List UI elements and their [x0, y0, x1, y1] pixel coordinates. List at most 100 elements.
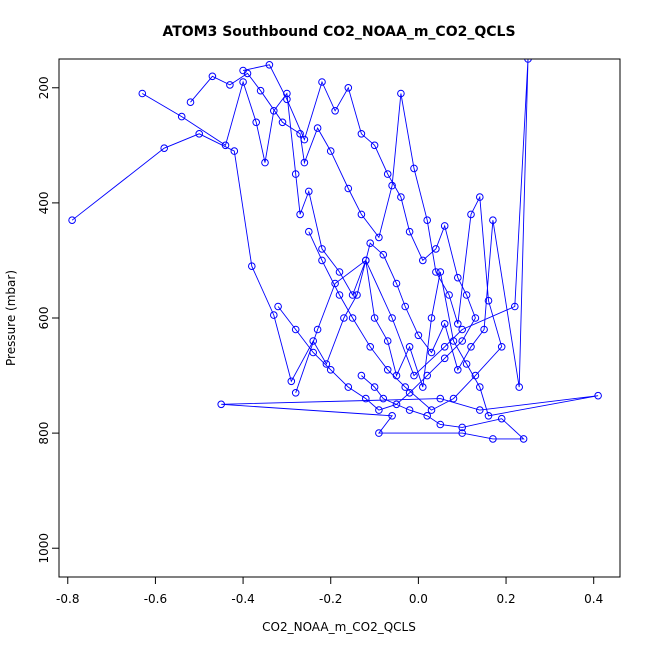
data-point — [370, 383, 379, 391]
data-point — [252, 118, 261, 127]
data-point — [348, 314, 357, 322]
data-point — [489, 216, 497, 224]
data-point — [226, 81, 234, 89]
data-point — [309, 337, 318, 345]
data-point — [318, 78, 326, 86]
series-line — [190, 72, 503, 411]
data-point — [480, 325, 488, 334]
data-point — [300, 135, 309, 144]
data-point — [344, 184, 353, 193]
data-point — [388, 314, 396, 322]
data-point — [344, 383, 353, 391]
data-point — [454, 366, 462, 374]
data-point — [357, 130, 366, 138]
data-point — [497, 414, 506, 423]
x-tick-label: -0.8 — [56, 592, 79, 606]
data-point — [362, 394, 370, 403]
data-point — [410, 164, 418, 173]
data-point — [440, 343, 449, 351]
data-point — [335, 291, 344, 299]
data-point — [458, 429, 467, 437]
data-point — [256, 86, 265, 95]
data-point — [462, 360, 471, 368]
data-point — [265, 61, 274, 69]
x-tick-label: -0.2 — [319, 592, 342, 606]
data-point — [410, 371, 418, 380]
data-point — [388, 412, 396, 420]
data-point — [195, 130, 203, 138]
y-tick-label: 800 — [37, 422, 51, 445]
data-point — [318, 245, 326, 253]
data-point — [383, 337, 392, 345]
data-point — [454, 320, 462, 328]
data-point — [594, 391, 602, 400]
data-point — [68, 216, 76, 224]
data-point — [471, 371, 480, 380]
data-point — [278, 118, 287, 127]
axes: -0.8 -0.6 -0.4 -0.2 0.0 0.2 0.4 200 400 600 800 100… — [37, 76, 603, 606]
data-point — [449, 394, 458, 403]
data-point — [405, 343, 414, 351]
data-point — [383, 170, 392, 178]
data-point — [362, 256, 370, 265]
data-point — [511, 302, 519, 311]
data-point — [248, 262, 256, 271]
x-tick-label: 0.2 — [497, 592, 516, 606]
data-point — [405, 227, 414, 236]
data-point — [318, 256, 326, 265]
data-point — [383, 366, 392, 374]
data-point — [440, 354, 449, 363]
data-point — [296, 210, 304, 219]
data-point — [344, 84, 353, 92]
data-point — [458, 423, 467, 432]
data-point — [462, 291, 471, 299]
data-point — [392, 400, 401, 409]
data-point — [467, 210, 475, 219]
data-point — [405, 406, 414, 414]
data-point — [423, 412, 432, 420]
data-point — [436, 420, 445, 429]
data-point — [366, 343, 375, 351]
data-point — [454, 273, 462, 282]
chart-title: ATOM3 Southbound CO2_NOAA_m_CO2_QCLS — [162, 24, 515, 40]
data-point — [458, 337, 467, 345]
data-point — [261, 158, 269, 167]
data-point — [138, 89, 147, 98]
data-point — [432, 245, 440, 253]
data-point — [458, 325, 467, 334]
data-point — [160, 144, 168, 152]
data-point — [427, 348, 436, 357]
data-point — [335, 268, 344, 276]
data-point — [177, 112, 186, 121]
data-point — [427, 314, 436, 322]
data-point — [353, 291, 361, 299]
x-tick-label: -0.4 — [231, 592, 254, 606]
data-point — [291, 170, 300, 178]
data-point — [423, 371, 432, 380]
data-point — [397, 193, 405, 201]
data-point — [270, 107, 278, 115]
data-point — [309, 348, 318, 357]
data-point — [375, 429, 383, 437]
data-point — [348, 291, 357, 299]
data-point — [274, 302, 282, 311]
data-point — [419, 383, 427, 391]
series-line — [71, 59, 529, 393]
data-point — [379, 394, 388, 403]
data-point — [436, 394, 445, 403]
data-point — [484, 296, 493, 305]
data-point — [519, 435, 528, 443]
data-point — [476, 406, 484, 414]
data-point — [270, 311, 278, 319]
data-point — [423, 216, 432, 224]
data-point — [217, 400, 225, 409]
data-point — [489, 435, 497, 443]
data-point — [300, 158, 309, 167]
data-point — [291, 325, 300, 334]
data-point — [370, 141, 379, 150]
data-point — [283, 95, 291, 104]
x-axis-label: CO2_NOAA_m_CO2_QCLS — [262, 620, 416, 634]
data-point — [370, 314, 379, 322]
